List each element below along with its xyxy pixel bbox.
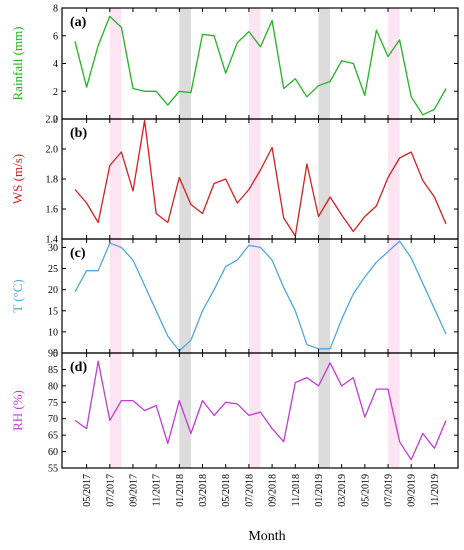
- panel-tag-4: (d): [70, 360, 87, 375]
- series-line-d: [74, 360, 447, 461]
- y-tick-label: 1.4: [46, 235, 59, 246]
- shaded-period-5-panel-1: [388, 8, 400, 119]
- x-tick-label: 07/2019: [384, 474, 395, 507]
- x-tick-label: 05/2017: [82, 474, 93, 507]
- y-tick-label: 20: [48, 285, 58, 296]
- shaded-period-4-panel-2: [318, 119, 331, 239]
- x-tick-label: 03/2018: [198, 474, 209, 507]
- series-layer: [74, 15, 447, 461]
- shaded-period-2-panel-1: [179, 8, 191, 119]
- shaded-period-3-panel-3: [248, 239, 261, 353]
- y-tick-label: 75: [48, 398, 58, 409]
- x-tick-label: 05/2019: [360, 474, 371, 507]
- panel-tag-1: (a): [70, 15, 87, 30]
- y-tick-label: 65: [48, 431, 58, 442]
- x-tick-label: 11/2019: [430, 474, 441, 506]
- shaded-period-5-panel-4: [388, 353, 400, 468]
- y-tick-label: 10: [48, 327, 58, 338]
- x-tick-label: 11/2017: [152, 474, 163, 506]
- y-tick-label: 2.2: [46, 115, 59, 126]
- y-tick-label: 2.0: [46, 145, 59, 156]
- y-axis-label-2: WS (m/s): [10, 154, 25, 204]
- shaded-period-3-panel-4: [248, 353, 261, 468]
- x-tick-label: 07/2018: [244, 474, 255, 507]
- shaded-period-1-panel-1: [109, 8, 122, 119]
- shaded-period-4-panel-4: [318, 353, 331, 468]
- series-line-b: [74, 119, 447, 237]
- y-axis-label-1: Rainfall (mm): [10, 26, 25, 100]
- y-tick-label: 60: [48, 447, 58, 458]
- series-line-c: [74, 240, 447, 352]
- shaded-period-2-panel-4: [179, 353, 191, 468]
- y-tick-label: 15: [48, 306, 58, 317]
- y-tick-label: 70: [48, 414, 58, 425]
- shaded-period-2-panel-3: [179, 239, 191, 353]
- x-axis-title: Month: [248, 529, 285, 544]
- y-tick-label: 25: [48, 264, 58, 275]
- y-tick-label: 2: [53, 87, 58, 98]
- panel-tag-3: (c): [70, 246, 86, 261]
- y-tick-label: 80: [48, 381, 58, 392]
- shaded-period-3-panel-1: [248, 8, 261, 119]
- x-tick-label: 01/2019: [314, 474, 325, 507]
- shaded-period-4-panel-1: [318, 8, 331, 119]
- shaded-period-1-panel-3: [109, 239, 122, 353]
- y-tick-label: 85: [48, 365, 58, 376]
- y-axis-label-4: RH (%): [10, 390, 25, 431]
- x-tick-label: 01/2018: [175, 474, 186, 507]
- panel-frame-4: [61, 352, 459, 469]
- shaded-period-4-panel-3: [318, 239, 331, 353]
- x-tick-label: 11/2018: [291, 474, 302, 506]
- y-tick-label: 30: [48, 243, 58, 254]
- y-tick-label: 8: [53, 4, 58, 15]
- shaded-period-5-panel-2: [388, 119, 400, 239]
- series-line-a: [74, 15, 447, 116]
- y-tick-label: 6: [53, 31, 58, 42]
- shaded-period-5-panel-3: [388, 239, 400, 353]
- x-tick-label: 09/2017: [128, 474, 139, 507]
- y-tick-label: 0: [53, 115, 58, 126]
- panel-tag-2: (b): [70, 126, 87, 141]
- x-tick-label: 05/2018: [221, 474, 232, 507]
- shaded-period-2-panel-2: [179, 119, 191, 239]
- shaded-periods: [109, 8, 400, 468]
- y-tick-label: 1.8: [46, 175, 59, 186]
- x-tick-label: 09/2019: [407, 474, 418, 507]
- y-tick-label: 1.6: [46, 205, 59, 216]
- x-tick-label: 07/2017: [105, 474, 116, 507]
- y-axis-label-3: T (°C): [10, 279, 25, 312]
- x-tick-label: 03/2019: [337, 474, 348, 507]
- y-tick-label: 90: [48, 349, 58, 360]
- y-tick-label: 4: [53, 59, 58, 70]
- y-tick-label: 5: [53, 349, 58, 360]
- x-tick-label: 09/2018: [268, 474, 279, 507]
- axes: 0 2 4 6 8 (a) Rainfall (mm) 1.4 1.6 1.8 2.0 2.2 (b) W…: [10, 4, 458, 507]
- y-tick-label: 55: [48, 464, 58, 475]
- shaded-period-1-panel-2: [109, 119, 122, 239]
